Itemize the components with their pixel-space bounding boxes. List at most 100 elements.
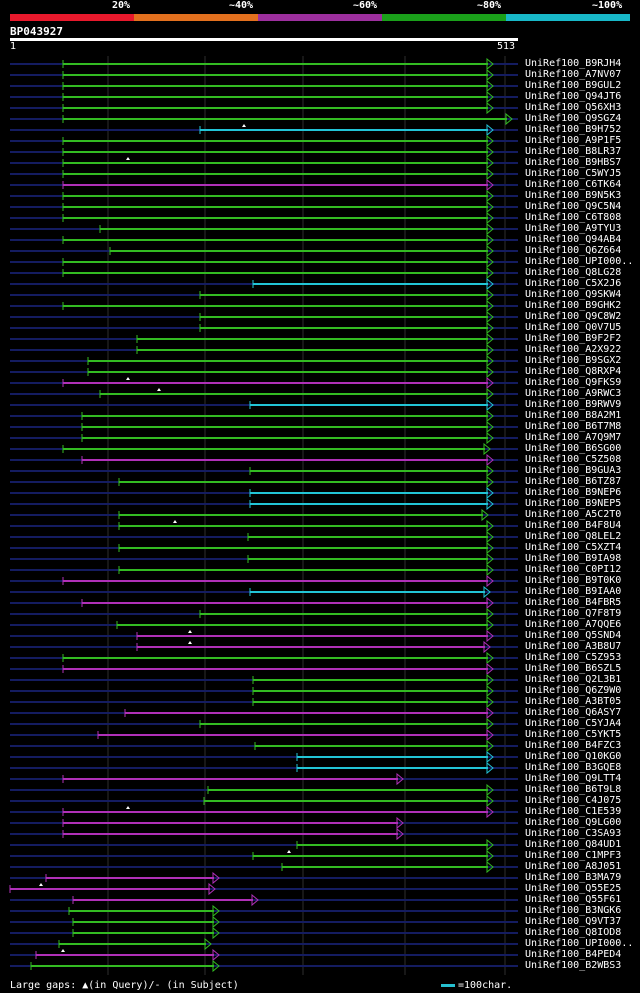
hit-label[interactable]: UniRef100_Q6Z9W0 [525,685,622,696]
hit-label[interactable]: UniRef100_C5X2J6 [525,278,622,289]
hit-label[interactable]: UniRef100_A9TYU3 [525,223,622,234]
hit-label[interactable]: UniRef100_C5WYJ5 [525,168,622,179]
hit-label[interactable]: UniRef100_C3SA93 [525,828,622,839]
hit-label[interactable]: UniRef100_Q9FKS9 [525,377,622,388]
hit-label[interactable]: UniRef100_C0PI12 [525,564,622,575]
hit-label[interactable]: UniRef100_C5YKT5 [525,729,622,740]
hit-label[interactable]: UniRef100_Q94AB4 [525,234,622,245]
legend-color-green [382,14,506,21]
hit-label[interactable]: UniRef100_Q55F61 [525,894,622,905]
hit-arrow [486,244,494,258]
hit-label[interactable]: UniRef100_B9NEP6 [525,487,622,498]
hit-label[interactable]: UniRef100_Q9C5N4 [525,201,622,212]
hit-label[interactable]: UniRef100_B2WBS3 [525,960,622,971]
hit-label[interactable]: UniRef100_C1E539 [525,806,622,817]
hit-label[interactable]: UniRef100_B9GUL2 [525,80,622,91]
hit-arrow [486,761,494,775]
hit-label[interactable]: UniRef100_B4FBR5 [525,597,622,608]
hit-label[interactable]: UniRef100_A7Q9M7 [525,432,622,443]
hit-label[interactable]: UniRef100_B4FZC3 [525,740,622,751]
hit-label[interactable]: UniRef100_B9H752 [525,124,622,135]
hit-label[interactable]: UniRef100_Q6Z664 [525,245,622,256]
hit-label[interactable]: UniRef100_Q8LG28 [525,267,622,278]
hit-label[interactable]: UniRef100_UPI000.. [525,256,634,267]
hit-label[interactable]: UniRef100_B9NEP5 [525,498,622,509]
hit-label[interactable]: UniRef100_C5Z508 [525,454,622,465]
hit-label[interactable]: UniRef100_B9SGX2 [525,355,622,366]
hit-label[interactable]: UniRef100_Q10KG0 [525,751,622,762]
hit-label[interactable]: UniRef100_B9IAA0 [525,586,622,597]
hit-label[interactable]: UniRef100_B8LR37 [525,146,622,157]
hit-label[interactable]: UniRef100_A8J051 [525,861,622,872]
hit-arrow [486,123,494,137]
hit-label[interactable]: UniRef100_B9HBS7 [525,157,622,168]
hit-arrow [396,827,404,841]
hit-label[interactable]: UniRef100_Q8RXP4 [525,366,622,377]
hit-label[interactable]: UniRef100_C5YJA4 [525,718,622,729]
hit-label[interactable]: UniRef100_Q8LEL2 [525,531,622,542]
hit-label[interactable]: UniRef100_Q6ASY7 [525,707,622,718]
hit-label[interactable]: UniRef100_B9N5K3 [525,190,622,201]
hit-label[interactable]: UniRef100_Q9SKW4 [525,289,622,300]
hit-label[interactable]: UniRef100_UPI000.. [525,938,634,949]
hit-label[interactable]: UniRef100_B6TZ87 [525,476,622,487]
hit-label[interactable]: UniRef100_Q0V7U5 [525,322,622,333]
hit-label[interactable]: UniRef100_C6TK64 [525,179,622,190]
hit-arrow [483,585,491,599]
hit-label[interactable]: UniRef100_C4J075 [525,795,622,806]
gap-marker-icon [126,806,130,809]
legend-label-40: ~40% [229,0,254,11]
hit-label[interactable]: UniRef100_B4PED4 [525,949,622,960]
hit-label[interactable]: UniRef100_Q9VT37 [525,916,622,927]
hit-label[interactable]: UniRef100_B9T0K0 [525,575,622,586]
hit-label[interactable]: UniRef100_Q7F8T9 [525,608,622,619]
hit-label[interactable]: UniRef100_Q94JT6 [525,91,622,102]
hit-label[interactable]: UniRef100_Q56XH3 [525,102,622,113]
hit-arrow [486,409,494,423]
hit-label[interactable]: UniRef100_Q9SGZ4 [525,113,622,124]
hit-label[interactable]: UniRef100_A9P1F5 [525,135,622,146]
hit-label[interactable]: UniRef100_B6SG00 [525,443,622,454]
legend-label-80: ~80% [477,0,502,11]
hit-label[interactable]: UniRef100_B4F8U4 [525,520,622,531]
hit-label[interactable]: UniRef100_B6SZL5 [525,663,622,674]
hit-label[interactable]: UniRef100_Q5SND4 [525,630,622,641]
hit-label[interactable]: UniRef100_Q9LTT4 [525,773,622,784]
hit-label[interactable]: UniRef100_B9IA98 [525,553,622,564]
hit-label[interactable]: UniRef100_B9F2F2 [525,333,622,344]
hit-label[interactable]: UniRef100_B9GHK2 [525,300,622,311]
hit-label[interactable]: UniRef100_B9RWV9 [525,399,622,410]
hit-label[interactable]: UniRef100_B9RJH4 [525,58,622,69]
hit-label[interactable]: UniRef100_Q8IOD8 [525,927,622,938]
hit-label[interactable]: UniRef100_B9GUA3 [525,465,622,476]
hit-label[interactable]: UniRef100_B3NGK6 [525,905,622,916]
hit-label[interactable]: UniRef100_Q9LG00 [525,817,622,828]
legend-color-cyan [506,14,630,21]
hit-label[interactable]: UniRef100_A7QQE6 [525,619,622,630]
hit-arrow [486,475,494,489]
hit-label[interactable]: UniRef100_A3BT05 [525,696,622,707]
hit-label[interactable]: UniRef100_B3MA79 [525,872,622,883]
hit-label[interactable]: UniRef100_Q2L3B1 [525,674,622,685]
hit-arrow [486,849,494,863]
hit-label[interactable]: UniRef100_B3GQE8 [525,762,622,773]
hit-label[interactable]: UniRef100_C1MPF3 [525,850,622,861]
hit-arrow [486,607,494,621]
legend-color-orange [134,14,258,21]
hit-label[interactable]: UniRef100_C6T808 [525,212,622,223]
hit-label[interactable]: UniRef100_Q9C8W2 [525,311,622,322]
hit-label[interactable]: UniRef100_A5C2T0 [525,509,622,520]
hit-label[interactable]: UniRef100_Q55E25 [525,883,622,894]
hit-label[interactable]: UniRef100_A7NV07 [525,69,622,80]
hit-label[interactable]: UniRef100_B8A2M1 [525,410,622,421]
hit-label[interactable]: UniRef100_C5Z953 [525,652,622,663]
hit-label[interactable]: UniRef100_A9RWC3 [525,388,622,399]
hit-arrow [486,552,494,566]
hit-label[interactable]: UniRef100_Q84UD1 [525,839,622,850]
hit-label[interactable]: UniRef100_C5XZT4 [525,542,622,553]
hit-label[interactable]: UniRef100_B6T9L8 [525,784,622,795]
hit-label[interactable]: UniRef100_B6T7M8 [525,421,622,432]
hit-label[interactable]: UniRef100_A2X922 [525,344,622,355]
hit-label[interactable]: UniRef100_A3B8U7 [525,641,622,652]
